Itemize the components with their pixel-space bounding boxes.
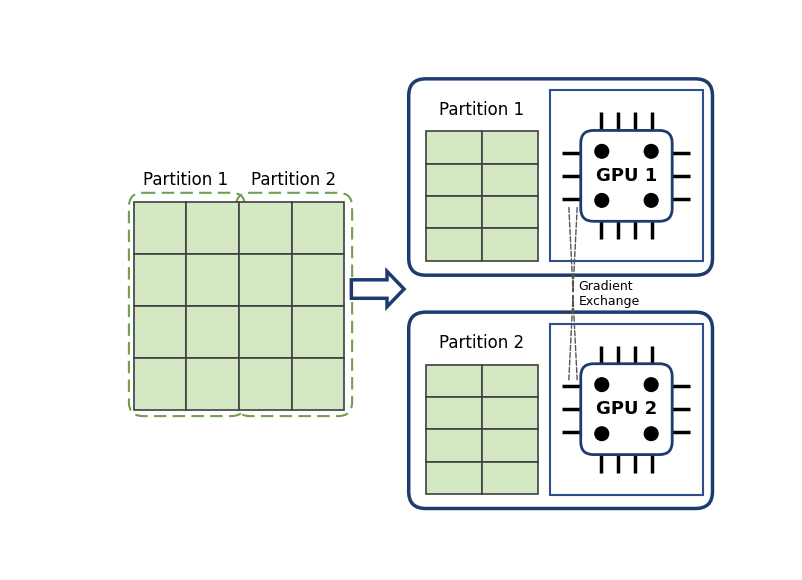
Bar <box>482 397 538 429</box>
Circle shape <box>644 427 658 441</box>
Circle shape <box>595 194 609 207</box>
Bar <box>426 228 482 260</box>
Text: Partition 1: Partition 1 <box>143 171 228 189</box>
Bar <box>239 306 292 358</box>
FancyBboxPatch shape <box>581 130 672 222</box>
Bar <box>482 462 538 494</box>
Bar <box>134 358 186 410</box>
Bar <box>186 202 239 254</box>
Bar <box>549 324 703 495</box>
Bar <box>292 306 344 358</box>
Text: Gradient
Exchange: Gradient Exchange <box>578 280 640 307</box>
Bar <box>134 202 186 254</box>
Circle shape <box>595 144 609 158</box>
Bar <box>482 164 538 196</box>
Text: GPU 2: GPU 2 <box>596 400 657 418</box>
Bar <box>292 254 344 306</box>
Bar <box>426 131 482 164</box>
Bar <box>239 202 292 254</box>
Bar <box>426 429 482 462</box>
Bar <box>239 358 292 410</box>
Bar <box>426 164 482 196</box>
Bar <box>426 364 482 397</box>
Text: Partition 2: Partition 2 <box>252 171 337 189</box>
Bar <box>426 397 482 429</box>
Bar <box>292 358 344 410</box>
Circle shape <box>644 378 658 392</box>
FancyBboxPatch shape <box>409 312 712 509</box>
Circle shape <box>644 144 658 158</box>
Bar <box>549 90 703 262</box>
Text: Partition 2: Partition 2 <box>439 334 525 352</box>
Bar <box>482 228 538 260</box>
Text: Partition 1: Partition 1 <box>439 101 525 119</box>
Bar <box>134 254 186 306</box>
Circle shape <box>595 427 609 441</box>
Bar <box>426 462 482 494</box>
FancyBboxPatch shape <box>409 79 712 275</box>
Bar <box>482 429 538 462</box>
Bar <box>426 196 482 228</box>
Bar <box>186 254 239 306</box>
Text: GPU 1: GPU 1 <box>596 167 657 185</box>
Bar <box>134 306 186 358</box>
Bar <box>482 364 538 397</box>
Bar <box>292 202 344 254</box>
FancyBboxPatch shape <box>581 364 672 455</box>
Bar <box>482 196 538 228</box>
Circle shape <box>644 194 658 207</box>
Bar <box>239 254 292 306</box>
Bar <box>186 306 239 358</box>
Bar <box>186 358 239 410</box>
Circle shape <box>595 378 609 392</box>
Bar <box>482 131 538 164</box>
Polygon shape <box>351 271 404 307</box>
